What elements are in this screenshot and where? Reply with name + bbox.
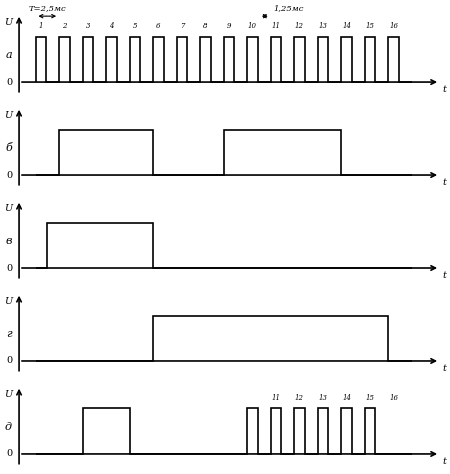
Text: 9: 9 bbox=[227, 22, 231, 30]
Text: t: t bbox=[442, 364, 446, 373]
Text: г: г bbox=[6, 328, 12, 339]
Text: 1,25мс: 1,25мс bbox=[273, 5, 304, 12]
Text: 13: 13 bbox=[319, 22, 328, 30]
Text: 3: 3 bbox=[86, 22, 90, 30]
Text: 12: 12 bbox=[295, 394, 304, 401]
Text: t: t bbox=[442, 457, 446, 466]
Text: д: д bbox=[5, 422, 12, 432]
Text: 0: 0 bbox=[6, 264, 12, 273]
Text: T=2,5мс: T=2,5мс bbox=[28, 5, 66, 12]
Text: 15: 15 bbox=[365, 394, 374, 401]
Text: 0: 0 bbox=[6, 449, 12, 458]
Text: 14: 14 bbox=[342, 22, 351, 30]
Text: U: U bbox=[4, 18, 12, 27]
Text: 0: 0 bbox=[6, 78, 12, 87]
Text: t: t bbox=[442, 178, 446, 187]
Text: 1: 1 bbox=[39, 22, 43, 30]
Text: U: U bbox=[4, 204, 12, 213]
Text: 10: 10 bbox=[248, 22, 257, 30]
Text: в: в bbox=[5, 236, 12, 246]
Text: U: U bbox=[4, 390, 12, 399]
Text: 5: 5 bbox=[133, 22, 137, 30]
Text: а: а bbox=[5, 50, 12, 60]
Text: 0: 0 bbox=[6, 171, 12, 180]
Text: 16: 16 bbox=[389, 394, 398, 401]
Text: 15: 15 bbox=[365, 22, 374, 30]
Text: 7: 7 bbox=[180, 22, 184, 30]
Text: 6: 6 bbox=[156, 22, 161, 30]
Text: 13: 13 bbox=[319, 394, 328, 401]
Text: t: t bbox=[442, 271, 446, 280]
Text: 11: 11 bbox=[271, 394, 280, 401]
Text: t: t bbox=[442, 85, 446, 94]
Text: U: U bbox=[4, 111, 12, 120]
Text: 8: 8 bbox=[203, 22, 208, 30]
Text: 14: 14 bbox=[342, 394, 351, 401]
Text: 4: 4 bbox=[109, 22, 113, 30]
Text: 12: 12 bbox=[295, 22, 304, 30]
Text: 0: 0 bbox=[6, 356, 12, 365]
Text: б: б bbox=[5, 143, 12, 153]
Text: U: U bbox=[4, 297, 12, 306]
Text: 11: 11 bbox=[271, 22, 280, 30]
Text: 16: 16 bbox=[389, 22, 398, 30]
Text: 2: 2 bbox=[62, 22, 67, 30]
